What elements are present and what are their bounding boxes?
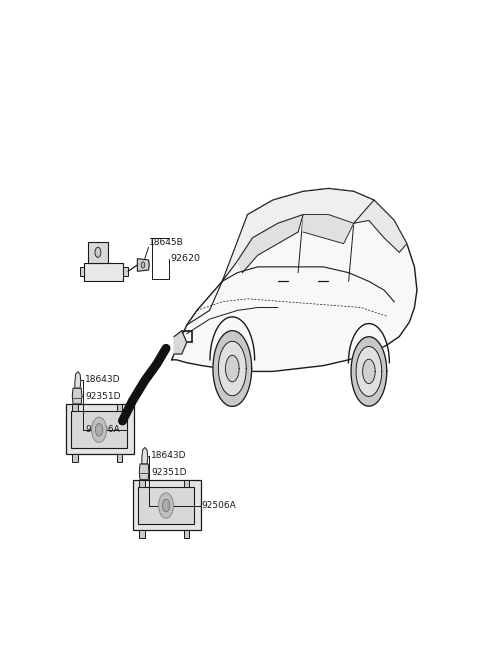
Circle shape (96, 424, 103, 436)
Polygon shape (363, 359, 375, 384)
Polygon shape (72, 388, 82, 404)
Polygon shape (226, 356, 239, 382)
Text: 92506A: 92506A (202, 501, 236, 510)
Text: 18645B: 18645B (148, 238, 183, 247)
Polygon shape (72, 455, 78, 462)
Polygon shape (238, 215, 303, 273)
Polygon shape (303, 215, 354, 243)
Polygon shape (123, 267, 128, 276)
Polygon shape (117, 404, 122, 411)
Polygon shape (88, 241, 108, 263)
Polygon shape (66, 404, 133, 455)
Text: 92620: 92620 (170, 254, 200, 263)
Polygon shape (72, 404, 78, 411)
Polygon shape (139, 530, 145, 538)
Text: 18643D: 18643D (151, 451, 187, 460)
Text: 92351D: 92351D (85, 392, 120, 401)
Polygon shape (354, 200, 407, 253)
Polygon shape (75, 372, 81, 388)
Polygon shape (172, 188, 417, 371)
Polygon shape (183, 530, 190, 538)
Text: 18643D: 18643D (85, 375, 120, 384)
Polygon shape (139, 464, 149, 480)
Polygon shape (222, 188, 374, 281)
Polygon shape (138, 487, 194, 524)
Polygon shape (356, 346, 382, 396)
Polygon shape (183, 480, 190, 487)
Text: 92351D: 92351D (151, 468, 187, 476)
Polygon shape (139, 480, 145, 487)
Circle shape (95, 247, 101, 257)
Polygon shape (80, 267, 84, 276)
Polygon shape (218, 341, 246, 396)
Polygon shape (117, 455, 122, 462)
Polygon shape (71, 411, 127, 448)
Circle shape (92, 417, 107, 442)
Polygon shape (174, 331, 187, 354)
Polygon shape (351, 337, 387, 406)
Circle shape (162, 499, 170, 512)
Text: 92506A: 92506A (85, 425, 120, 434)
Polygon shape (84, 263, 123, 281)
Circle shape (158, 493, 173, 518)
Polygon shape (213, 331, 252, 407)
Polygon shape (137, 258, 149, 272)
Circle shape (141, 262, 145, 268)
Polygon shape (132, 480, 201, 530)
Polygon shape (142, 447, 148, 464)
